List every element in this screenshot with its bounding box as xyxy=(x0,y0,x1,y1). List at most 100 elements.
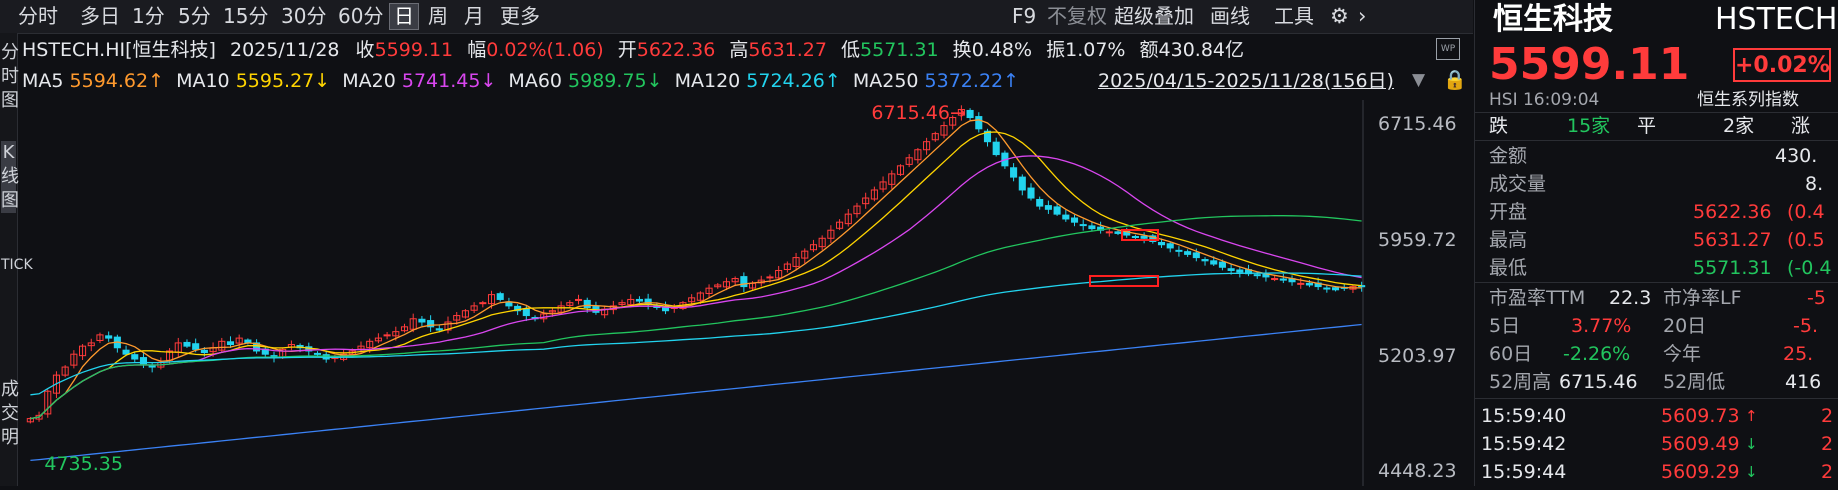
candle-body xyxy=(148,365,156,368)
lock-icon[interactable]: 🔒 xyxy=(1443,69,1467,91)
up-label: 涨 xyxy=(1791,115,1811,137)
candle-body xyxy=(870,189,878,200)
draw-line-button[interactable]: 画线 xyxy=(1210,4,1250,28)
date-range[interactable]: 2025/04/15-2025/11/28(156日) xyxy=(1098,70,1394,92)
candle-body xyxy=(1166,243,1174,249)
tab-tick[interactable]: TICK xyxy=(1,257,33,273)
candle-body xyxy=(583,299,591,309)
tab-intraday[interactable]: 分时图 xyxy=(1,42,19,111)
perf-label: 52周高 xyxy=(1489,371,1552,393)
candle-body xyxy=(366,340,374,349)
candle-body xyxy=(1036,198,1044,207)
candle-body xyxy=(836,221,844,229)
candle-body xyxy=(827,229,835,239)
tick-time: 15:59:40 xyxy=(1481,405,1567,427)
candle-body xyxy=(70,353,78,366)
candle-body xyxy=(470,305,478,311)
watermark-icon[interactable]: WP xyxy=(1436,38,1460,60)
candle-body xyxy=(1027,187,1035,199)
kline-chart[interactable]: 6715.46→ 4735.35 xyxy=(18,100,1473,486)
tab-trades[interactable]: 成交明 xyxy=(1,379,19,448)
candle-body xyxy=(1157,241,1166,246)
open-value: 5622.36 xyxy=(636,39,716,61)
pe-value: 22.3 xyxy=(1609,287,1652,309)
high-annotation: 6715.46→ xyxy=(871,102,966,124)
ma-line xyxy=(30,119,1362,420)
tick-price: 5609.29 xyxy=(1661,461,1740,483)
candle-body xyxy=(1201,259,1209,262)
chevron-right-icon[interactable]: › xyxy=(1358,4,1367,28)
candle-body xyxy=(1140,235,1148,239)
stat-extra: (0.5 xyxy=(1787,229,1825,251)
kline-svg[interactable]: 6715.46→ 4735.35 xyxy=(18,100,1473,486)
candle-body xyxy=(1044,205,1052,210)
perf-value: 3.77% xyxy=(1571,315,1632,337)
highlight-box xyxy=(1121,229,1159,241)
no-adjust-button[interactable]: 不复权 xyxy=(1047,4,1107,28)
close-value: 5599.11 xyxy=(374,39,454,61)
candle-body xyxy=(923,141,931,151)
stat-value: 5571.31 xyxy=(1693,257,1772,279)
candle-body xyxy=(418,318,426,323)
candle-body xyxy=(357,345,365,350)
candle-body xyxy=(487,294,496,305)
tools-button[interactable]: 工具 xyxy=(1274,4,1314,28)
period-week[interactable]: 周 xyxy=(428,4,448,28)
candle-body xyxy=(435,328,443,331)
candle-body xyxy=(1079,224,1087,227)
amp-value: 1.07% xyxy=(1065,39,1126,61)
candle-body xyxy=(801,250,809,259)
down-arrow-icon: ↓ xyxy=(1745,435,1758,453)
turnover-value: 0.48% xyxy=(971,39,1033,61)
pb-label: 市净率LF xyxy=(1663,287,1742,309)
stat-extra: (-0.4 xyxy=(1787,257,1832,279)
super-overlay-button[interactable]: 超级叠加 xyxy=(1114,4,1194,28)
triangle-down-icon[interactable]: ▼ xyxy=(1412,70,1426,90)
tab-kline[interactable]: K线图 xyxy=(1,141,19,213)
period-60min[interactable]: 60分 xyxy=(338,4,384,28)
candle-body xyxy=(557,305,565,313)
amount-label: 额 xyxy=(1139,39,1159,61)
candle-body xyxy=(1332,287,1340,291)
down-count: 15家 xyxy=(1567,115,1611,137)
symbol-name: HSTECH.HI[恒生科技] xyxy=(22,39,216,61)
period-day[interactable]: 日 xyxy=(389,3,419,30)
candle-body xyxy=(1131,236,1139,239)
candle-body xyxy=(775,269,783,279)
y-tick: 6715.46 xyxy=(1378,113,1457,135)
tick-price: 5609.49 xyxy=(1661,433,1740,455)
period-month[interactable]: 月 xyxy=(464,4,484,28)
f9-button[interactable]: F9 xyxy=(1012,4,1037,28)
amount-value: 430.84亿 xyxy=(1158,39,1245,61)
index-name: 恒生科技 xyxy=(1493,2,1613,37)
perf-label: 60日 xyxy=(1489,343,1533,365)
candle-body xyxy=(479,302,487,305)
y-tick: 5959.72 xyxy=(1378,229,1457,251)
period-intraday[interactable]: 分时 xyxy=(18,4,58,28)
ma-label: MA10 xyxy=(176,70,230,92)
period-5min[interactable]: 5分 xyxy=(178,4,211,28)
stat-label: 金额 xyxy=(1489,145,1528,167)
candle-body xyxy=(1218,261,1226,268)
candle-body xyxy=(548,310,556,313)
period-more[interactable]: 更多 xyxy=(500,4,540,28)
period-multiday[interactable]: 多日 xyxy=(80,4,120,28)
candle-body xyxy=(226,341,235,346)
candle-body xyxy=(766,276,774,279)
candle-body xyxy=(1070,217,1079,223)
candle-body xyxy=(809,244,818,251)
ma-label: MA20 xyxy=(342,70,396,92)
candle-body xyxy=(957,108,965,116)
perf-value: -5. xyxy=(1793,315,1818,337)
candle-body xyxy=(218,340,226,351)
low-annotation: 4735.35 xyxy=(44,453,123,475)
candle-body xyxy=(888,173,896,185)
gear-icon[interactable]: ⚙ xyxy=(1330,4,1349,28)
candle-body xyxy=(714,284,722,288)
period-1min[interactable]: 1分 xyxy=(132,4,165,28)
candle-body xyxy=(383,334,391,337)
stat-value: 430. xyxy=(1775,145,1818,167)
period-30min[interactable]: 30分 xyxy=(281,4,327,28)
period-15min[interactable]: 15分 xyxy=(223,4,269,28)
candle-body xyxy=(1175,249,1183,252)
